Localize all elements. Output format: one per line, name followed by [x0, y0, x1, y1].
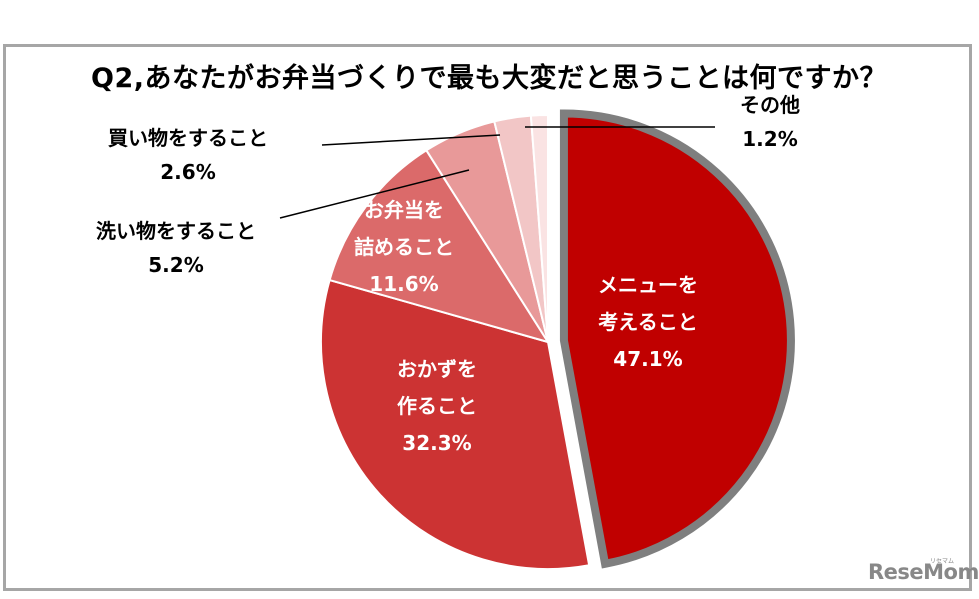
- slice-category-label-2: お弁当を: [364, 198, 444, 222]
- pie-slice-2: [328, 148, 551, 344]
- chart-title: Q2,あなたがお弁当づくりで最も大変だと思うことは何ですか？: [91, 63, 887, 94]
- slice-category-label-1: 作ること: [397, 394, 477, 418]
- pie-slice-1: [320, 278, 591, 570]
- slice-value-label-4: 2.6%: [160, 160, 215, 184]
- slice-value-label-2: 11.6%: [369, 272, 438, 296]
- slice-category-label-3: 洗い物をすること: [96, 219, 256, 243]
- slice-category-label-4: 買い物をすること: [108, 126, 268, 150]
- slice-value-label-5: 1.2%: [742, 127, 797, 151]
- pie-slice-0: [559, 109, 795, 569]
- resemom-logo: ReseMom: [868, 560, 979, 584]
- slice-value-label-3: 5.2%: [148, 253, 203, 277]
- slice-category-label-5: その他: [740, 93, 800, 117]
- slice-category-label-0: メニューを: [598, 273, 698, 297]
- slice-category-label-2: 詰めること: [354, 235, 454, 259]
- slice-value-label-1: 32.3%: [402, 431, 471, 455]
- pie-slice-5: [529, 113, 549, 343]
- leader-line-3: [279, 169, 470, 219]
- slice-value-label-0: 47.1%: [613, 347, 682, 371]
- leader-line-4: [321, 134, 501, 146]
- slice-category-label-1: おかずを: [397, 357, 477, 381]
- resemom-logo-ruby: リセマム: [930, 558, 955, 565]
- slice-category-label-0: 考えること: [598, 310, 697, 334]
